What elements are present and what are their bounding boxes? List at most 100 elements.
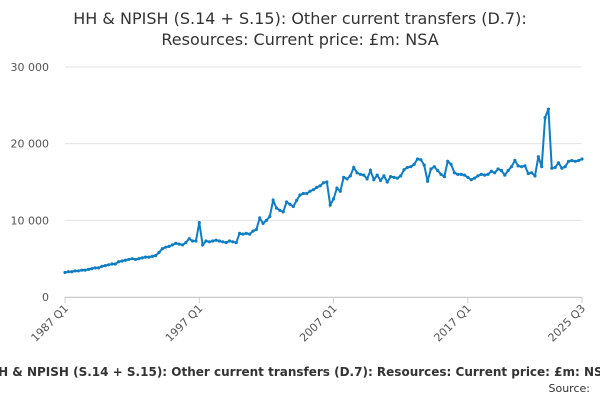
point [462, 173, 467, 177]
point [66, 270, 70, 274]
point [308, 189, 312, 193]
point [506, 168, 510, 173]
point [439, 172, 443, 176]
point [231, 240, 235, 244]
point [566, 159, 571, 163]
point [268, 214, 272, 219]
point [335, 186, 339, 190]
point [234, 240, 238, 245]
x-tick-label: 2025 Q3 [546, 302, 589, 345]
point [73, 269, 77, 273]
point [133, 257, 138, 262]
point [214, 238, 218, 242]
point [442, 175, 446, 179]
point [422, 163, 426, 167]
point [385, 180, 389, 184]
point [429, 167, 433, 171]
point [342, 175, 346, 179]
point [291, 204, 295, 209]
point [486, 172, 490, 176]
source: Source: [549, 382, 591, 395]
point [187, 237, 191, 241]
point [560, 166, 564, 170]
point [164, 245, 168, 249]
point [197, 221, 201, 225]
point [274, 206, 279, 210]
point [402, 168, 406, 172]
point [328, 203, 332, 207]
point [446, 159, 450, 163]
point [543, 116, 547, 120]
point [570, 158, 574, 163]
point [489, 169, 493, 173]
point [392, 175, 396, 179]
point [399, 174, 403, 178]
point [93, 266, 97, 270]
point [301, 191, 305, 196]
point [295, 198, 299, 202]
point [174, 241, 178, 245]
point [466, 175, 470, 179]
point [338, 189, 342, 193]
point [237, 231, 242, 235]
point [479, 172, 483, 176]
x-tick-label: 1987 Q1 [29, 302, 72, 345]
chart-title: HH & NPISH (S.14 + S.15): Other current … [73, 9, 526, 28]
point [449, 162, 453, 166]
point [201, 243, 205, 247]
point [264, 218, 269, 222]
point [217, 239, 222, 243]
point [127, 257, 131, 262]
point [358, 172, 363, 176]
point [577, 158, 581, 163]
point [352, 165, 356, 170]
x-tick-label: 1997 Q1 [163, 302, 206, 345]
point [130, 257, 134, 261]
point [382, 174, 386, 178]
y-tick-label: 30 000 [11, 61, 50, 74]
x-tick-label: 2007 Q1 [297, 302, 340, 345]
point [311, 188, 316, 192]
point [546, 107, 551, 111]
point [526, 171, 530, 176]
caption: HH & NPISH (S.14 + S.15): Other current … [0, 365, 600, 379]
y-tick-label: 20 000 [11, 138, 50, 151]
point [405, 165, 410, 170]
point [80, 268, 84, 272]
point [76, 269, 81, 273]
point [244, 231, 248, 235]
y-tick-label: 10 000 [11, 214, 50, 227]
point [533, 174, 537, 178]
point [248, 232, 252, 236]
point [375, 173, 379, 177]
point [147, 255, 151, 259]
point [180, 243, 185, 247]
point [157, 250, 161, 255]
point [120, 259, 124, 263]
point [140, 256, 144, 260]
point [177, 242, 181, 246]
point [100, 264, 104, 268]
point [113, 262, 117, 266]
point [513, 158, 517, 163]
point [63, 270, 67, 275]
point [194, 239, 198, 243]
point [278, 208, 282, 212]
y-tick-label: 0 [42, 291, 49, 304]
point [123, 258, 128, 262]
point [298, 193, 302, 197]
point [154, 254, 158, 258]
point [456, 172, 460, 176]
point [519, 165, 524, 169]
point [378, 178, 383, 183]
point [476, 174, 480, 178]
point [415, 157, 420, 161]
point [137, 257, 141, 261]
point [496, 167, 500, 171]
point [321, 181, 326, 185]
point [483, 173, 487, 177]
point [503, 173, 507, 177]
point [90, 267, 94, 271]
line [64, 108, 583, 274]
